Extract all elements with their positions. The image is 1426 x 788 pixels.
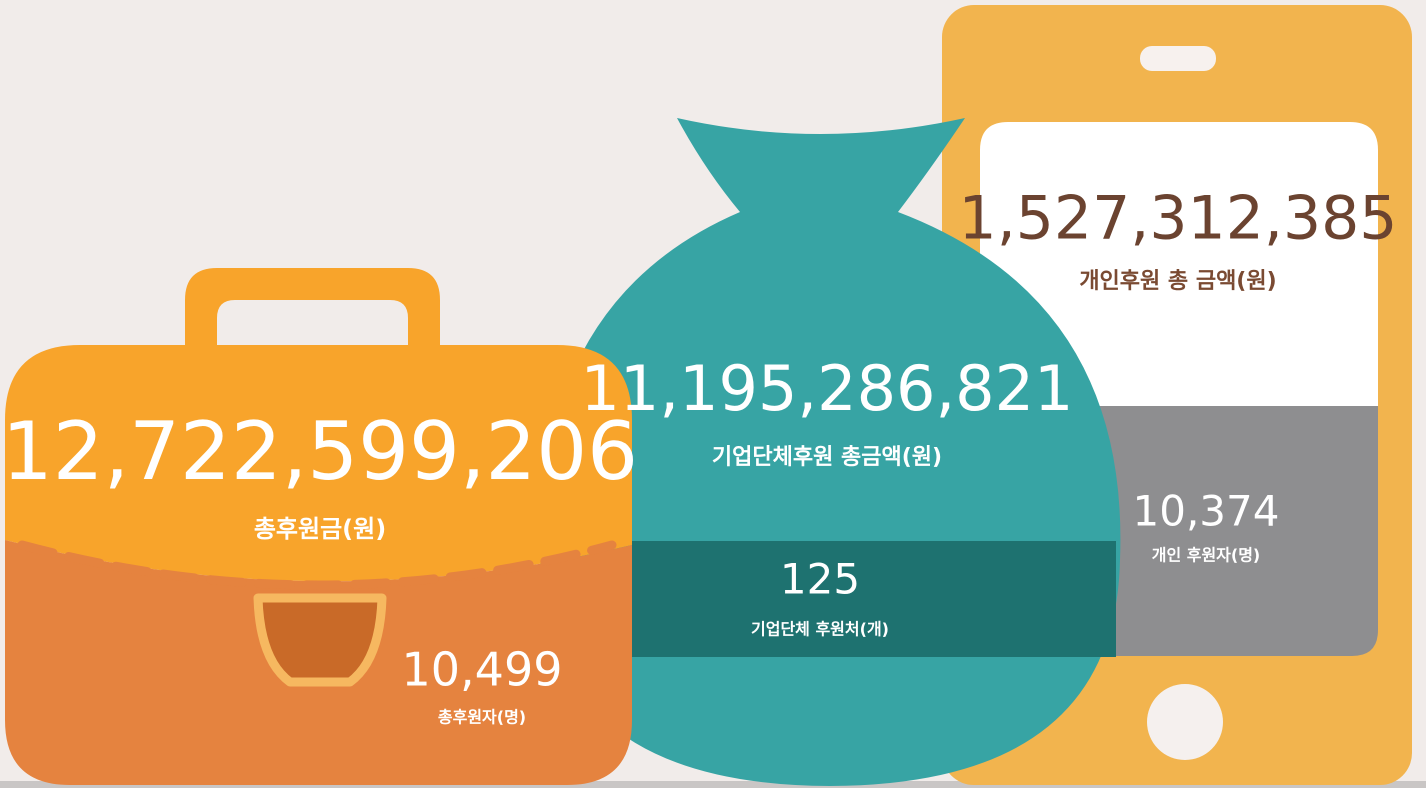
total-donors: 10,499	[402, 643, 563, 697]
phone-screen-top	[980, 122, 1378, 406]
total-donors-label: 총후원자(명)	[438, 708, 526, 727]
corporate-amount-label: 기업단체후원 총금액(원)	[712, 445, 942, 470]
corporate-amount: 11,195,286,821	[580, 352, 1073, 425]
briefcase	[5, 268, 632, 785]
corporate-count: 125	[780, 555, 860, 604]
bag-band	[632, 541, 1116, 657]
briefcase-handle	[185, 268, 440, 345]
money-bag	[539, 118, 1121, 786]
corporate-count-label: 기업단체 후원처(개)	[751, 620, 889, 639]
individual-donors-label: 개인 후원자(명)	[1152, 546, 1261, 565]
individual-amount: 1,527,312,385	[959, 184, 1398, 254]
individual-donors: 10,374	[1133, 487, 1280, 536]
total-amount-label: 총후원금(원)	[254, 515, 386, 543]
briefcase-stitch	[17, 540, 617, 590]
briefcase-top	[5, 345, 632, 582]
total-amount: 12,722,599,206	[2, 405, 638, 498]
phone-speaker	[1140, 46, 1216, 71]
individual-amount-label: 개인후원 총 금액(원)	[1079, 269, 1276, 294]
floor-line	[0, 781, 1426, 788]
briefcase-clasp	[253, 593, 387, 687]
phone-button	[1147, 684, 1223, 760]
